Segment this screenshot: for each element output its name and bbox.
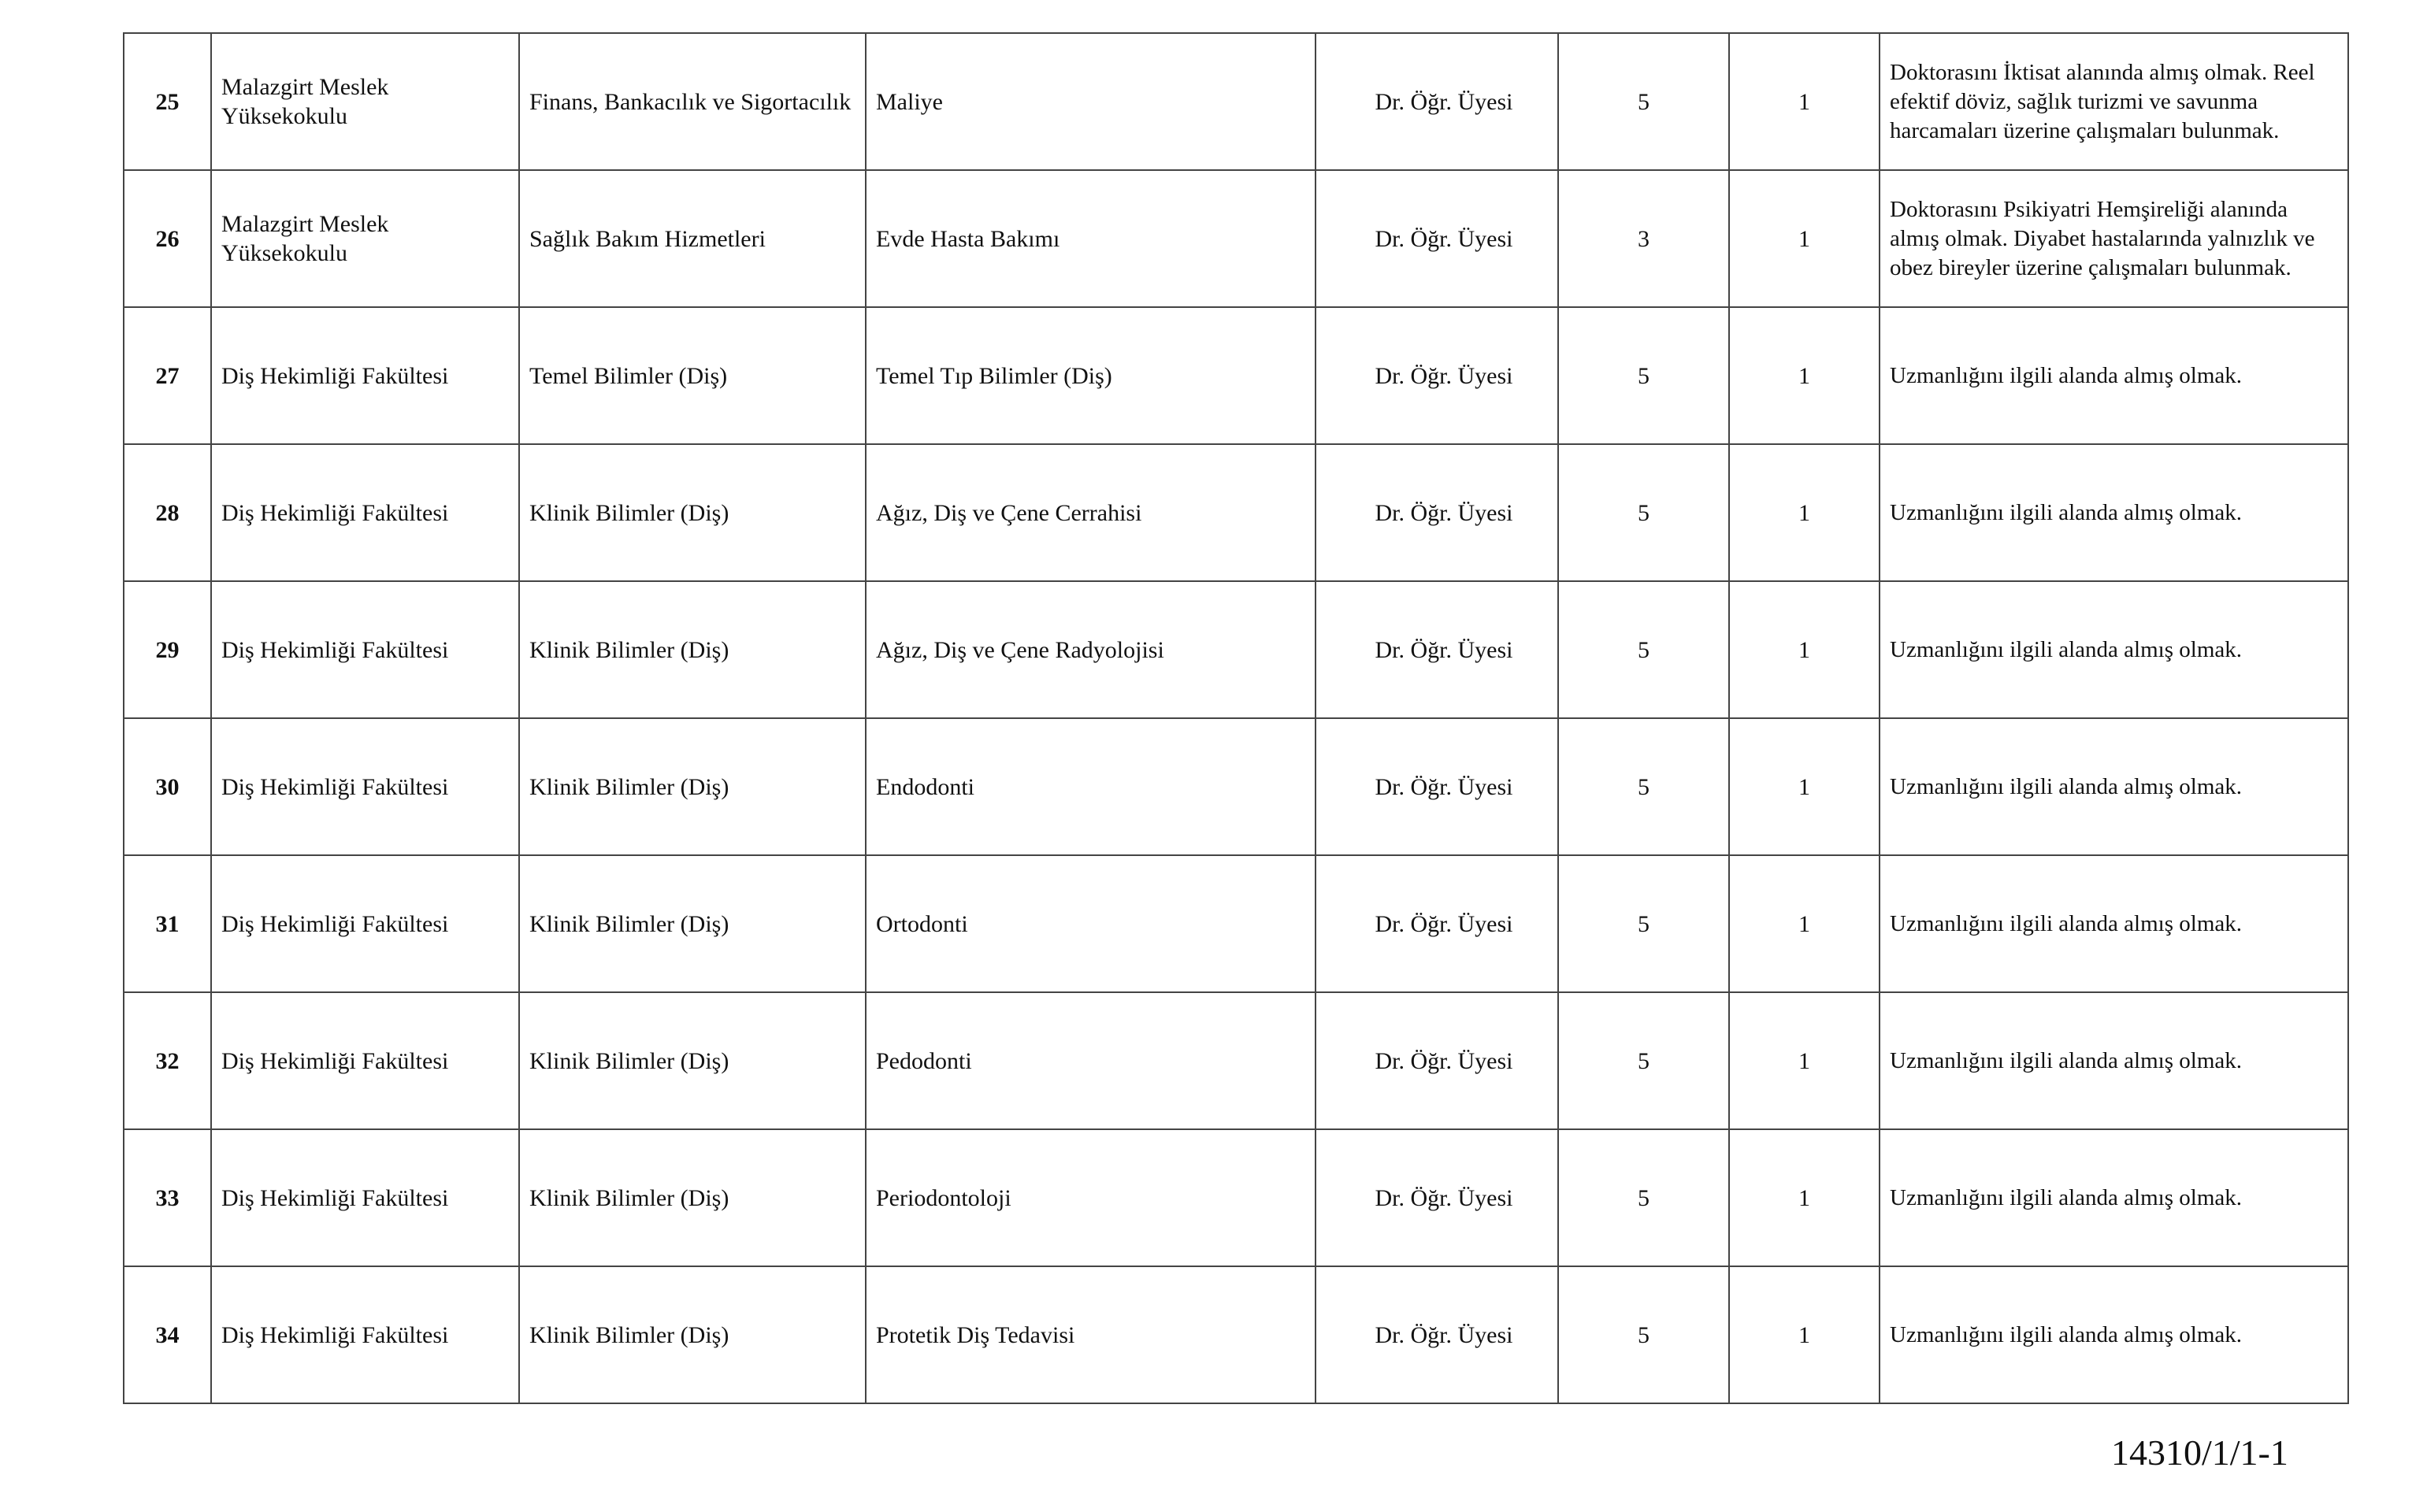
row-number: 30 [123, 717, 212, 856]
row-number: 25 [123, 32, 212, 171]
row-number: 31 [123, 854, 212, 993]
title-cell: Dr. Öğr. Üyesi [1315, 854, 1559, 993]
degree-cell: 5 [1557, 717, 1730, 856]
field-cell: Periodontoloji [865, 1128, 1316, 1267]
title-cell: Dr. Öğr. Üyesi [1315, 1128, 1559, 1267]
degree-cell: 5 [1557, 32, 1730, 171]
department-cell: Klinik Bilimler (Diş) [518, 443, 867, 582]
degree-cell: 5 [1557, 1266, 1730, 1404]
department-cell: Klinik Bilimler (Diş) [518, 991, 867, 1130]
condition-cell: Uzmanlığını ilgili alanda almış olmak. [1879, 443, 2349, 582]
table-row: 28 Diş Hekimliği Fakültesi Klinik Bilimler… [123, 443, 2349, 582]
count-cell: 1 [1728, 1266, 1880, 1404]
row-number: 32 [123, 991, 212, 1130]
department-cell: Finans, Bankacılık ve Sigortacılık [518, 32, 867, 171]
positions-table: 25 Malazgirt Meslek Yüksekokulu Finans, Ba… [123, 32, 2349, 1404]
unit-cell: Diş Hekimliği Fakültesi [210, 991, 520, 1130]
table-row: 31 Diş Hekimliği Fakültesi Klinik Bilimler… [123, 854, 2349, 993]
unit-cell: Diş Hekimliği Fakültesi [210, 580, 520, 719]
row-number: 29 [123, 580, 212, 719]
field-cell: Ortodonti [865, 854, 1316, 993]
field-cell: Ağız, Diş ve Çene Cerrahisi [865, 443, 1316, 582]
field-cell: Protetik Diş Tedavisi [865, 1266, 1316, 1404]
department-cell: Sağlık Bakım Hizmetleri [518, 169, 867, 308]
department-cell: Klinik Bilimler (Diş) [518, 854, 867, 993]
condition-cell: Doktorasını İktisat alanında almış olmak… [1879, 32, 2349, 171]
title-cell: Dr. Öğr. Üyesi [1315, 32, 1559, 171]
unit-cell: Diş Hekimliği Fakültesi [210, 306, 520, 445]
degree-cell: 5 [1557, 1128, 1730, 1267]
table-row: 33 Diş Hekimliği Fakültesi Klinik Bilimler… [123, 1128, 2349, 1267]
condition-cell: Uzmanlığını ilgili alanda almış olmak. [1879, 306, 2349, 445]
row-number: 28 [123, 443, 212, 582]
title-cell: Dr. Öğr. Üyesi [1315, 717, 1559, 856]
title-cell: Dr. Öğr. Üyesi [1315, 1266, 1559, 1404]
unit-cell: Diş Hekimliği Fakültesi [210, 1266, 520, 1404]
table-row: 30 Diş Hekimliği Fakültesi Klinik Bilimler… [123, 717, 2349, 856]
unit-cell: Diş Hekimliği Fakültesi [210, 443, 520, 582]
department-cell: Klinik Bilimler (Diş) [518, 580, 867, 719]
condition-cell: Uzmanlığını ilgili alanda almış olmak. [1879, 1266, 2349, 1404]
count-cell: 1 [1728, 717, 1880, 856]
title-cell: Dr. Öğr. Üyesi [1315, 169, 1559, 308]
degree-cell: 5 [1557, 443, 1730, 582]
condition-cell: Uzmanlığını ilgili alanda almış olmak. [1879, 991, 2349, 1130]
field-cell: Endodonti [865, 717, 1316, 856]
department-cell: Klinik Bilimler (Diş) [518, 1128, 867, 1267]
count-cell: 1 [1728, 306, 1880, 445]
count-cell: 1 [1728, 854, 1880, 993]
row-number: 26 [123, 169, 212, 308]
count-cell: 1 [1728, 443, 1880, 582]
condition-cell: Uzmanlığını ilgili alanda almış olmak. [1879, 717, 2349, 856]
count-cell: 1 [1728, 991, 1880, 1130]
field-cell: Maliye [865, 32, 1316, 171]
unit-cell: Diş Hekimliği Fakültesi [210, 854, 520, 993]
department-cell: Klinik Bilimler (Diş) [518, 717, 867, 856]
unit-cell: Diş Hekimliği Fakültesi [210, 717, 520, 856]
document-code: 14310/1/1-1 [2111, 1432, 2288, 1473]
degree-cell: 3 [1557, 169, 1730, 308]
title-cell: Dr. Öğr. Üyesi [1315, 580, 1559, 719]
field-cell: Evde Hasta Bakımı [865, 169, 1316, 308]
row-number: 33 [123, 1128, 212, 1267]
degree-cell: 5 [1557, 306, 1730, 445]
condition-cell: Uzmanlığını ilgili alanda almış olmak. [1879, 1128, 2349, 1267]
count-cell: 1 [1728, 169, 1880, 308]
field-cell: Ağız, Diş ve Çene Radyolojisi [865, 580, 1316, 719]
degree-cell: 5 [1557, 580, 1730, 719]
row-number: 27 [123, 306, 212, 445]
unit-cell: Malazgirt Meslek Yüksekokulu [210, 169, 520, 308]
table-row: 27 Diş Hekimliği Fakültesi Temel Bilimler … [123, 306, 2349, 445]
table-row: 34 Diş Hekimliği Fakültesi Klinik Bilimler… [123, 1266, 2349, 1404]
count-cell: 1 [1728, 32, 1880, 171]
unit-cell: Diş Hekimliği Fakültesi [210, 1128, 520, 1267]
title-cell: Dr. Öğr. Üyesi [1315, 306, 1559, 445]
condition-cell: Uzmanlığını ilgili alanda almış olmak. [1879, 854, 2349, 993]
degree-cell: 5 [1557, 854, 1730, 993]
title-cell: Dr. Öğr. Üyesi [1315, 991, 1559, 1130]
field-cell: Pedodonti [865, 991, 1316, 1130]
condition-cell: Uzmanlığını ilgili alanda almış olmak. [1879, 580, 2349, 719]
table-body: 25 Malazgirt Meslek Yüksekokulu Finans, Ba… [123, 32, 2349, 1404]
table-row: 25 Malazgirt Meslek Yüksekokulu Finans, Ba… [123, 32, 2349, 171]
count-cell: 1 [1728, 580, 1880, 719]
condition-cell: Doktorasını Psikiyatri Hemşireliği alanı… [1879, 169, 2349, 308]
degree-cell: 5 [1557, 991, 1730, 1130]
count-cell: 1 [1728, 1128, 1880, 1267]
row-number: 34 [123, 1266, 212, 1404]
department-cell: Temel Bilimler (Diş) [518, 306, 867, 445]
unit-cell: Malazgirt Meslek Yüksekokulu [210, 32, 520, 171]
table-row: 29 Diş Hekimliği Fakültesi Klinik Bilimler… [123, 580, 2349, 719]
title-cell: Dr. Öğr. Üyesi [1315, 443, 1559, 582]
field-cell: Temel Tıp Bilimler (Diş) [865, 306, 1316, 445]
table-row: 26 Malazgirt Meslek Yüksekokulu Sağlık Bak… [123, 169, 2349, 308]
department-cell: Klinik Bilimler (Diş) [518, 1266, 867, 1404]
table-row: 32 Diş Hekimliği Fakültesi Klinik Bilimler… [123, 991, 2349, 1130]
